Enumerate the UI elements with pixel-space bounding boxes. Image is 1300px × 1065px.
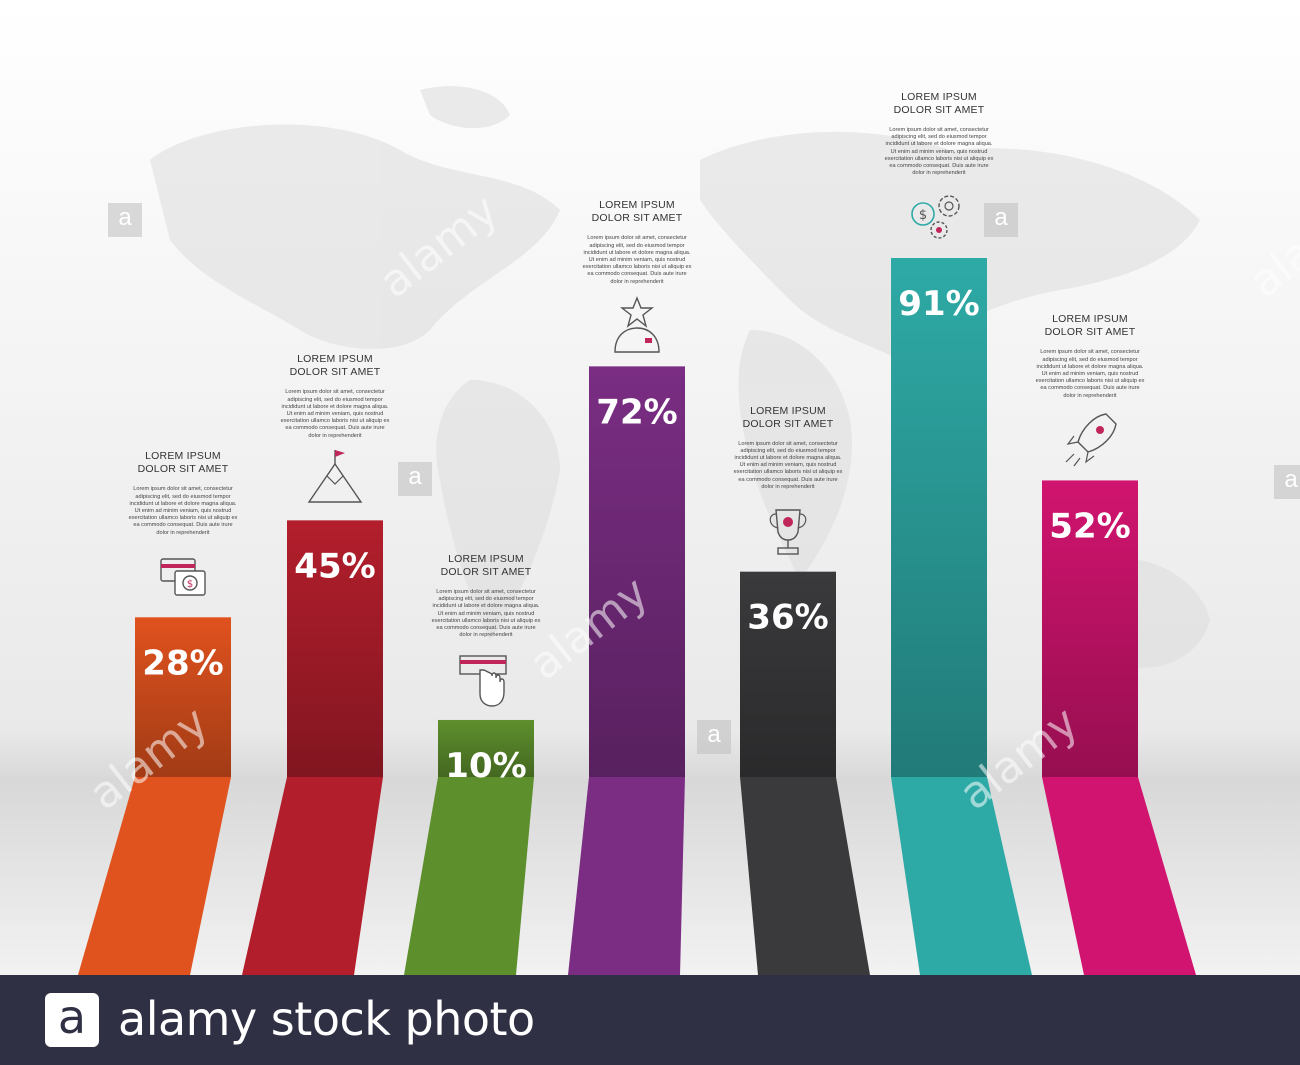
bar-floor-5 bbox=[740, 777, 870, 975]
bar-info-title-line2: DOLOR SIT AMET bbox=[893, 104, 985, 116]
bar-info-1: LOREM IPSUM DOLOR SIT AMET Lorem ipsum dol… bbox=[127, 450, 239, 536]
bar-info-title-line2: DOLOR SIT AMET bbox=[440, 565, 532, 578]
bar-info-title-line1: LOREM IPSUM bbox=[297, 353, 373, 366]
bar-info-body: Lorem ipsum dolor sit amet, consectetur … bbox=[733, 440, 843, 490]
bar-info-title-line2: DOLOR SIT AMET bbox=[1044, 326, 1136, 339]
watermark-footer-text: alamy stock photo bbox=[118, 992, 535, 1046]
bar-info-body: Lorem ipsum dolor sit amet, consectetur … bbox=[128, 486, 238, 536]
world-map-silhouette bbox=[150, 86, 1210, 668]
bar-info-6: LOREM IPSUM DOLOR SIT AMET Lorem ipsum dol… bbox=[883, 91, 995, 177]
gears-dollar-icon: $ bbox=[899, 186, 979, 250]
bar-shade-1 bbox=[135, 617, 231, 777]
bar-info-title-line1: LOREM IPSUM bbox=[901, 91, 977, 103]
star-person-icon bbox=[597, 294, 677, 358]
svg-text:$: $ bbox=[187, 579, 193, 590]
svg-text:$: $ bbox=[919, 208, 927, 223]
bar-info-title-line1: LOREM IPSUM bbox=[145, 450, 221, 463]
watermark-mark: a bbox=[697, 720, 731, 754]
watermark-mark: a bbox=[398, 462, 432, 496]
bar-floor-3 bbox=[404, 777, 534, 975]
bar-shade-2 bbox=[287, 520, 383, 777]
bar-info-title-line1: LOREM IPSUM bbox=[599, 199, 675, 212]
bar-info-2: LOREM IPSUM DOLOR SIT AMET Lorem ipsum dol… bbox=[279, 353, 391, 439]
bar-floor-4 bbox=[568, 777, 685, 975]
bar-info-title-line1: LOREM IPSUM bbox=[1052, 313, 1128, 326]
watermark-mark: a bbox=[108, 203, 142, 237]
mountain-flag-icon bbox=[295, 448, 375, 512]
bar-floor-reflections bbox=[78, 777, 1196, 975]
bar-value-label-3: 10% bbox=[445, 746, 526, 786]
bar-info-title-line2: DOLOR SIT AMET bbox=[137, 463, 229, 476]
bar-info-body: Lorem ipsum dolor sit amet, consectetur … bbox=[280, 389, 390, 439]
trophy-icon bbox=[748, 500, 828, 564]
hand-money-icon bbox=[446, 648, 526, 712]
bar-floor-6 bbox=[891, 777, 1032, 975]
bar-shade-4 bbox=[589, 366, 685, 777]
bar-floor-2 bbox=[242, 777, 383, 975]
bar-shade-5 bbox=[740, 571, 836, 777]
bar-value-labels: 28% 45% 10% 72% 36% 91% 52% bbox=[142, 284, 1130, 786]
bar-info-body: Lorem ipsum dolor sit amet, consectetur … bbox=[884, 127, 994, 177]
watermark-mark: a bbox=[1274, 465, 1300, 499]
bar-info-body: Lorem ipsum dolor sit amet, consectetur … bbox=[582, 235, 692, 285]
bar-value-label-1: 28% bbox=[142, 643, 223, 683]
bar-value-label-4: 72% bbox=[596, 392, 677, 432]
bar-floor-7 bbox=[1042, 777, 1196, 975]
watermark-logo: a bbox=[45, 993, 99, 1047]
bar-columns bbox=[135, 258, 1138, 777]
bar-value-label-5: 36% bbox=[747, 598, 828, 638]
bar-value-label-2: 45% bbox=[294, 546, 375, 586]
bar-value-label-6: 91% bbox=[898, 284, 979, 324]
bar-shade-3 bbox=[438, 719, 534, 777]
bar-chart: 28% 45% 10% 72% 36% 91% 52% bbox=[0, 0, 1300, 975]
bar-info-body: Lorem ipsum dolor sit amet, consectetur … bbox=[431, 588, 541, 639]
watermark-mark: a bbox=[984, 203, 1018, 237]
bar-shade-7 bbox=[1042, 480, 1138, 777]
bar-info-title-line2: DOLOR SIT AMET bbox=[742, 417, 834, 430]
bar-value-label-7: 52% bbox=[1049, 506, 1130, 546]
bar-info-3: LOREM IPSUM DOLOR SIT AMET Lorem ipsum dol… bbox=[430, 553, 542, 639]
credit-card-dollar-icon: $ bbox=[143, 545, 223, 609]
rocket-icon bbox=[1050, 408, 1130, 472]
watermark-footer: a alamy stock photo bbox=[0, 975, 1300, 1065]
bar-info-body: Lorem ipsum dolor sit amet, consectetur … bbox=[1035, 349, 1145, 399]
bar-info-title-line1: LOREM IPSUM bbox=[750, 404, 826, 417]
bar-info-5: LOREM IPSUM DOLOR SIT AMET Lorem ipsum dol… bbox=[732, 405, 844, 491]
bar-floor-1 bbox=[78, 777, 231, 975]
bar-info-7: LOREM IPSUM DOLOR SIT AMET Lorem ipsum dol… bbox=[1034, 313, 1146, 399]
bar-info-title-line2: DOLOR SIT AMET bbox=[591, 212, 683, 225]
bar-info-title-line2: DOLOR SIT AMET bbox=[289, 366, 381, 379]
infographic-stage: 28% 45% 10% 72% 36% 91% 52% $ LOREM IPSUM DOLOR … bbox=[0, 0, 1300, 975]
bar-shade-6 bbox=[891, 258, 987, 777]
bar-info-4: LOREM IPSUM DOLOR SIT AMET Lorem ipsum dol… bbox=[581, 199, 693, 285]
bar-info-title-line1: LOREM IPSUM bbox=[448, 552, 524, 565]
